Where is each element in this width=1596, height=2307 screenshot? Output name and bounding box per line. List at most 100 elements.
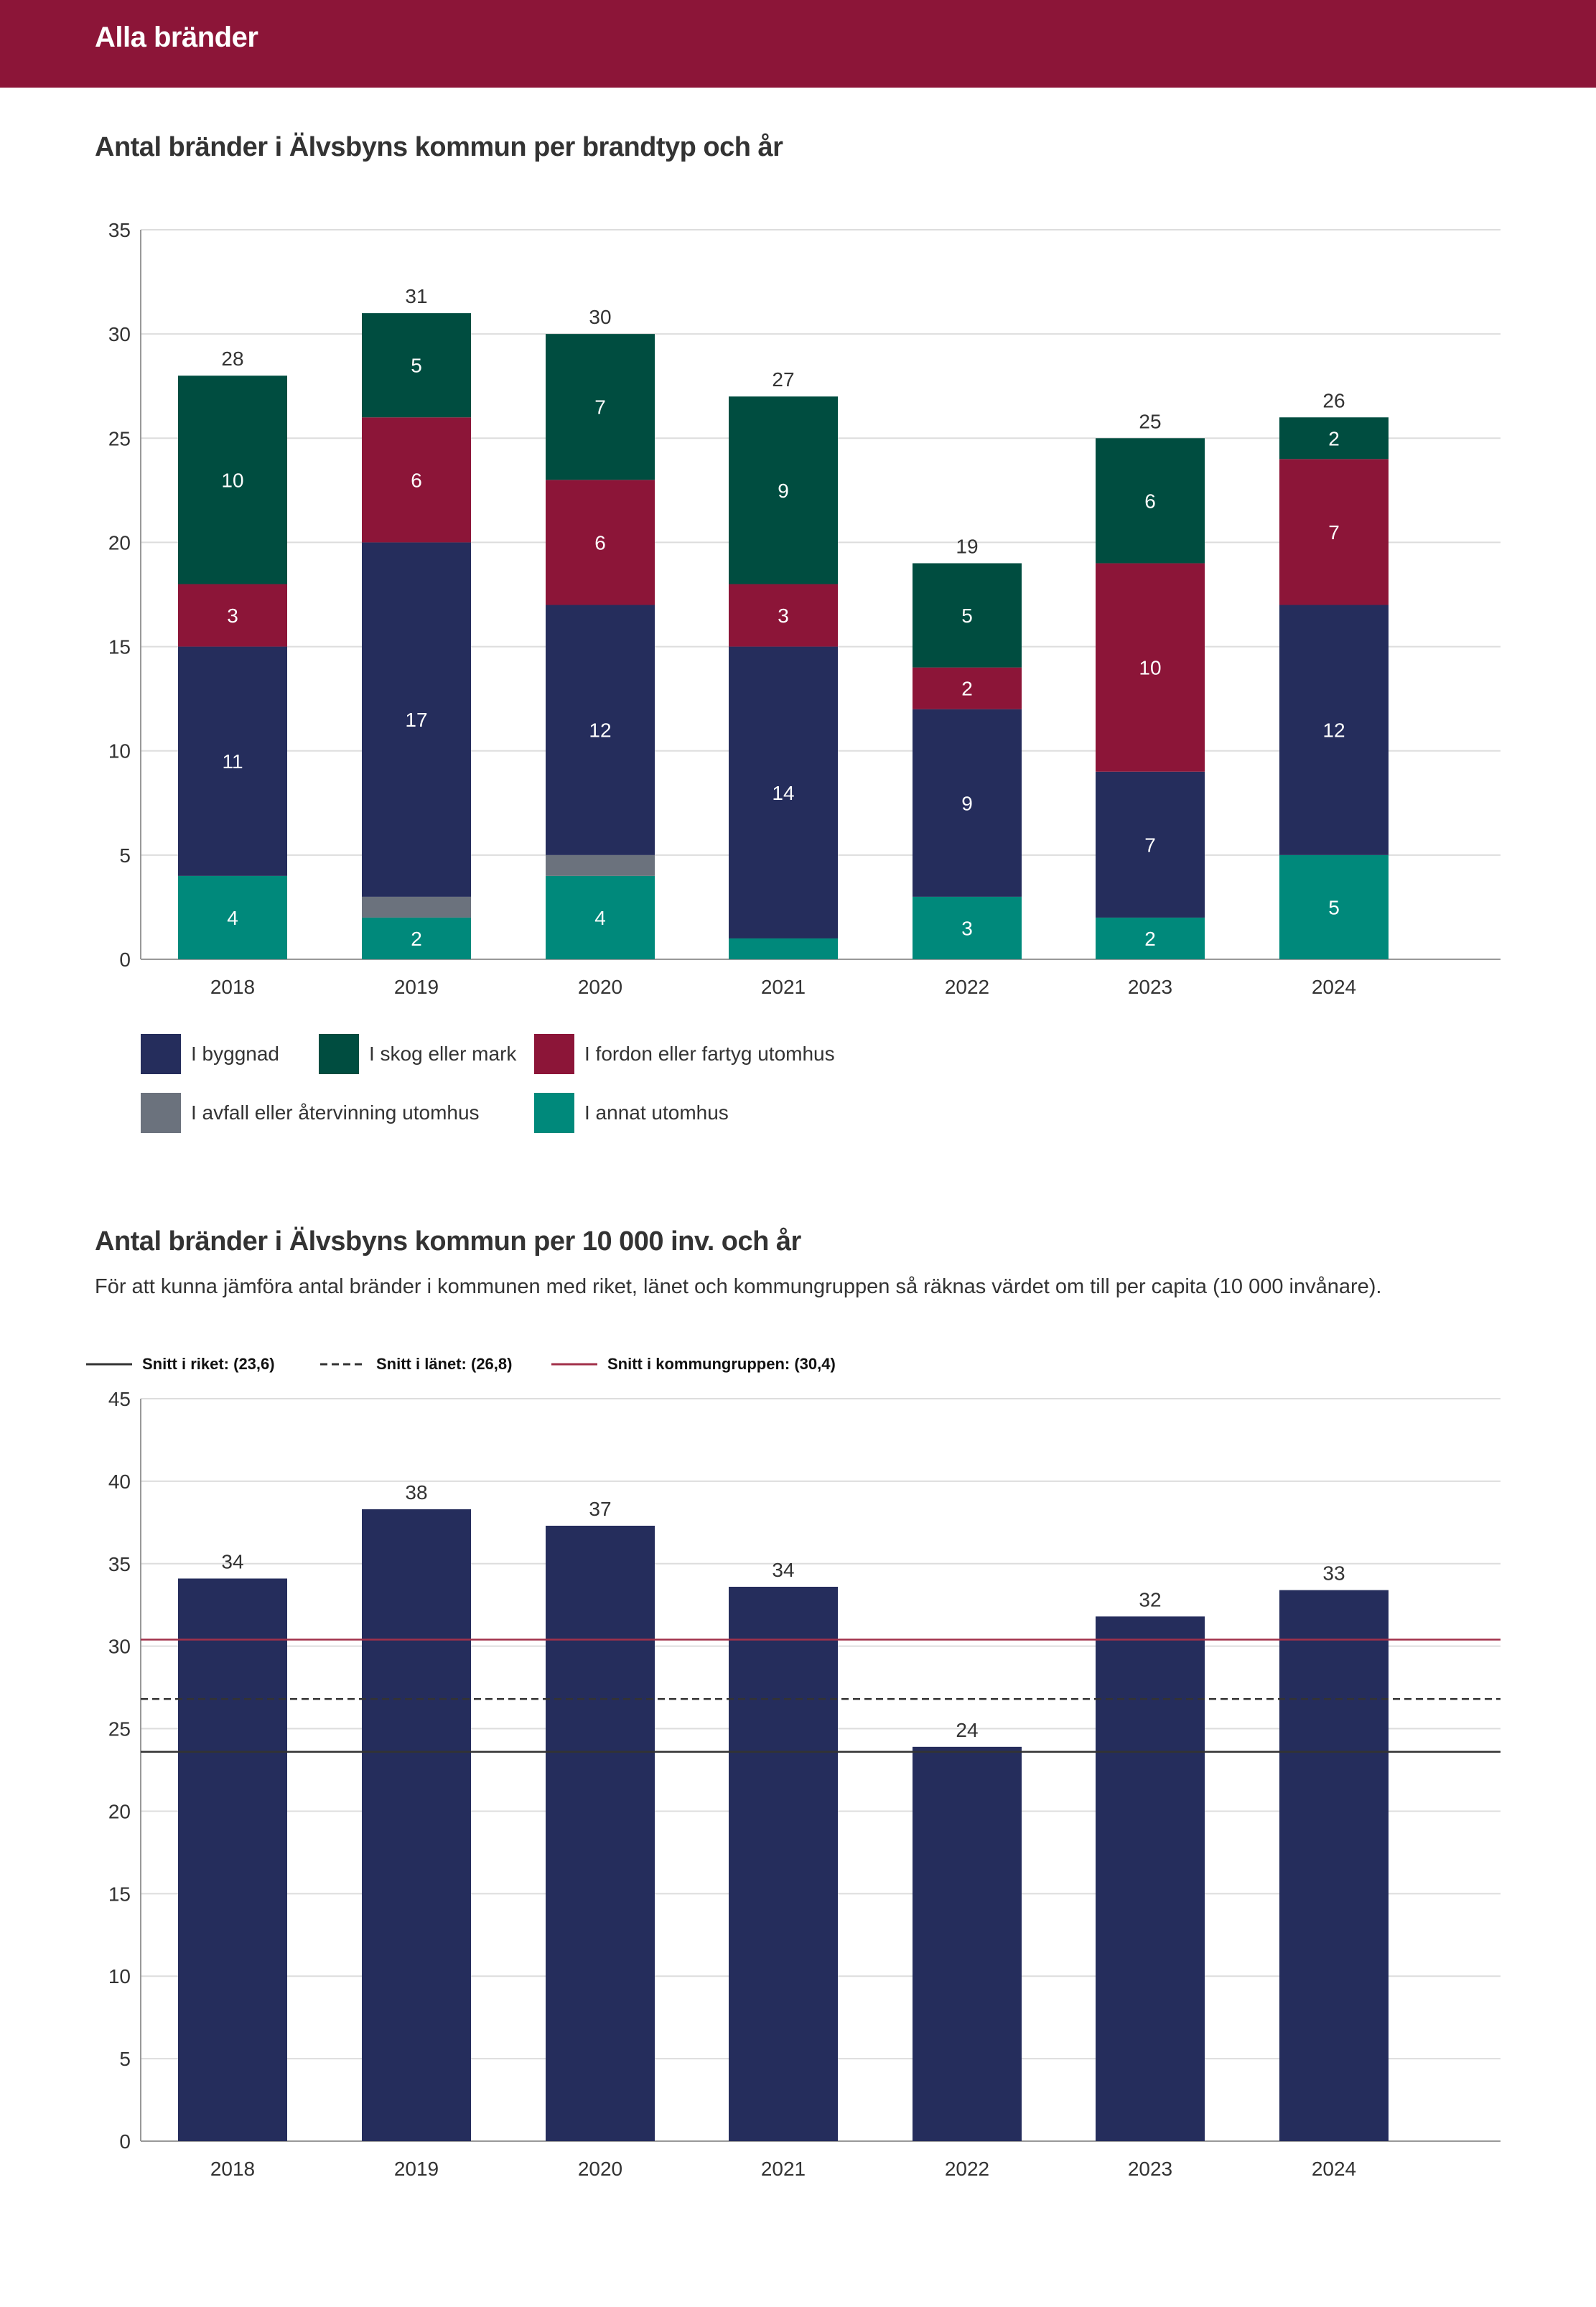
bar-segment-label: 17 bbox=[405, 709, 427, 731]
bar-total-label: 28 bbox=[221, 348, 243, 370]
bar-segment-annat-2022 bbox=[913, 896, 1022, 959]
bar-2019 bbox=[362, 1509, 471, 2141]
bar-2024 bbox=[1279, 1590, 1389, 2141]
bar-segment-label: 14 bbox=[772, 782, 794, 804]
chart1-xtick-label: 2021 bbox=[761, 976, 806, 998]
chart2-xtick-label: 2024 bbox=[1312, 2158, 1356, 2180]
bar-segment-label: 11 bbox=[222, 750, 243, 773]
chart2-xtick-label: 2023 bbox=[1128, 2158, 1172, 2180]
chart2-ytick-label: 20 bbox=[108, 1800, 131, 1822]
legend-item-fordon: I fordon eller fartyg utomhus bbox=[534, 1034, 835, 1074]
bar-segment-label: 2 bbox=[961, 678, 973, 700]
bar-total-label: 27 bbox=[772, 368, 794, 391]
bar-segment-skog-2020 bbox=[546, 334, 655, 480]
chart2-xtick-label: 2019 bbox=[394, 2158, 439, 2180]
legend-label-skog: I skog eller mark bbox=[369, 1043, 517, 1065]
bar-total-label: 26 bbox=[1322, 389, 1345, 411]
bar-segment-skog-2019 bbox=[362, 313, 471, 418]
bar-segment-skog-2023 bbox=[1096, 438, 1205, 564]
bar-total-label: 19 bbox=[956, 535, 978, 557]
legend-swatch-avfall bbox=[141, 1093, 181, 1133]
bar-segment-byggnad-2024 bbox=[1279, 605, 1389, 855]
legend-swatch-annat bbox=[534, 1093, 574, 1133]
chart2-ytick-label: 40 bbox=[108, 1471, 131, 1493]
bar-segment-label: 6 bbox=[1144, 490, 1156, 512]
bar-segment-fordon-2020 bbox=[546, 480, 655, 605]
bar-segment-avfall-2020 bbox=[546, 854, 655, 876]
ref-label-riket: Snitt i riket: (23,6) bbox=[142, 1355, 275, 1373]
bar-segment-label: 3 bbox=[227, 605, 238, 627]
bar-segment-label: 5 bbox=[961, 605, 973, 627]
legend-item-annat: I annat utomhus bbox=[534, 1093, 729, 1133]
legend-swatch-fordon bbox=[534, 1034, 574, 1074]
bar-segment-skog-2024 bbox=[1279, 417, 1389, 460]
chart2-ytick-label: 35 bbox=[108, 1553, 131, 1575]
chart1-ytick-label: 10 bbox=[108, 740, 131, 763]
chart2-ytick-label: 5 bbox=[119, 2048, 131, 2070]
chart1-ytick-label: 25 bbox=[108, 427, 131, 449]
legend-item-avfall: I avfall eller återvinning utomhus bbox=[141, 1093, 480, 1133]
ref-line-sample-lanet bbox=[320, 1363, 366, 1366]
ref-line-sample-kommungrupp bbox=[551, 1363, 597, 1366]
bar-segment-byggnad-2018 bbox=[178, 646, 287, 876]
bar-segment-label: 6 bbox=[594, 531, 606, 554]
bar-segment-label: 6 bbox=[411, 469, 422, 491]
bar-segment-label: 3 bbox=[961, 917, 973, 939]
bar-segment-label: 12 bbox=[589, 719, 611, 742]
chart2-ytick-label: 25 bbox=[108, 1718, 131, 1740]
bar-segment-byggnad-2021 bbox=[729, 646, 838, 938]
bar-segment-label: 12 bbox=[1322, 719, 1345, 742]
bar-segment-avfall-2019 bbox=[362, 896, 471, 918]
chart2-bar-chart: 0 5 10 15 20 25 30 35 40 45 2018 2019 2020 2021 2022 20… bbox=[108, 1388, 1501, 2180]
bar-2023 bbox=[1096, 1616, 1205, 2141]
bar-value-label: 34 bbox=[772, 1559, 794, 1581]
bar-segment-label: 2 bbox=[1328, 427, 1340, 449]
chart1-ytick-label: 0 bbox=[119, 949, 131, 971]
bar-segment-label: 3 bbox=[778, 605, 789, 627]
bar-total-label: 30 bbox=[589, 306, 611, 328]
chart1-ytick-label: 15 bbox=[108, 636, 131, 658]
legend-label-avfall: I avfall eller återvinning utomhus bbox=[191, 1101, 480, 1124]
bar-segment-byggnad-2023 bbox=[1096, 771, 1205, 918]
bar-segment-fordon-2021 bbox=[729, 584, 838, 647]
chart2-ytick-label: 0 bbox=[119, 2130, 131, 2153]
bar-segment-annat-2024 bbox=[1279, 854, 1389, 959]
bar-segment-skog-2021 bbox=[729, 396, 838, 584]
bar-segment-label: 4 bbox=[227, 907, 238, 929]
bar-segment-label: 2 bbox=[411, 928, 422, 950]
chart2-description: För att kunna jämföra antal bränder i ko… bbox=[95, 1275, 1382, 1298]
legend-swatch-skog bbox=[319, 1034, 359, 1074]
header-title: Alla bränder bbox=[95, 22, 258, 53]
ref-legend-riket: Snitt i riket: (23,6) bbox=[86, 1351, 275, 1377]
chart1-xtick-label: 2023 bbox=[1128, 976, 1172, 998]
bar-segment-byggnad-2022 bbox=[913, 709, 1022, 897]
bar-2021 bbox=[729, 1586, 838, 2141]
bar-segment-skog-2018 bbox=[178, 376, 287, 584]
bar-value-label: 38 bbox=[405, 1481, 427, 1504]
ref-legend-kommungrupp: Snitt i kommungruppen: (30,4) bbox=[551, 1351, 836, 1377]
legend-item-byggnad: I byggnad bbox=[141, 1034, 279, 1074]
bar-segment-annat-2019 bbox=[362, 917, 471, 959]
chart2-ytick-label: 15 bbox=[108, 1883, 131, 1905]
chart2-xtick-label: 2021 bbox=[761, 2158, 806, 2180]
bar-segment-label: 5 bbox=[1328, 896, 1340, 918]
header-bar: Alla bränder bbox=[0, 0, 1596, 88]
chart1-ytick-label: 20 bbox=[108, 531, 131, 554]
bar-segment-fordon-2024 bbox=[1279, 459, 1389, 605]
legend-label-fordon: I fordon eller fartyg utomhus bbox=[584, 1043, 835, 1065]
chart1-xtick-label: 2020 bbox=[578, 976, 622, 998]
chart1-xtick-label: 2018 bbox=[210, 976, 255, 998]
chart2-title: Antal bränder i Älvsbyns kommun per 10 0… bbox=[95, 1226, 801, 1257]
bar-value-label: 34 bbox=[221, 1550, 243, 1572]
bar-segment-annat-2021 bbox=[729, 938, 838, 959]
bar-2018 bbox=[178, 1578, 287, 2141]
chart2-ytick-label: 45 bbox=[108, 1388, 131, 1410]
bar-2022 bbox=[913, 1746, 1022, 2141]
bar-segment-label: 7 bbox=[1328, 521, 1340, 544]
chart2-ytick-label: 30 bbox=[108, 1636, 131, 1658]
bar-segment-label: 2 bbox=[1144, 928, 1156, 950]
chart2-xtick-label: 2018 bbox=[210, 2158, 255, 2180]
chart2-xtick-label: 2022 bbox=[945, 2158, 989, 2180]
bar-value-label: 24 bbox=[956, 1719, 978, 1741]
